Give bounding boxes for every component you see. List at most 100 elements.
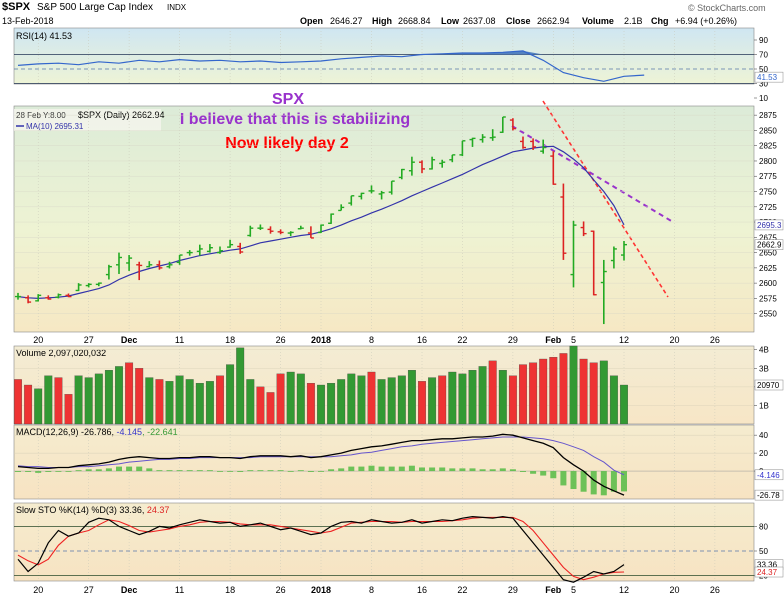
macd-histogram-bar [509,469,516,472]
x-axis-tick-label: 12 [619,335,629,345]
rsi-last-tag-box [754,71,784,83]
price-tick-label: 2800 [759,157,777,166]
macd-histogram-bar [105,468,112,472]
volume-value: 2.1B [624,16,643,26]
volume-bar [44,375,53,425]
x-axis-tick-label: 22 [457,335,467,345]
volume-bar [468,369,477,425]
rsi-tick-label: 90 [759,36,768,45]
volume-bar [539,358,548,425]
stockcharts-watermark: © StockCharts.com [688,3,766,13]
macd-histogram-bar [398,466,405,472]
macd-histogram-bar [116,466,122,472]
price-last-tag: 2695.3 [757,221,782,230]
macd-histogram-bar [368,465,375,472]
macd-histogram-bar [126,466,133,472]
price-legend-bg [14,109,161,131]
x-axis-tick-label: 26 [276,585,286,595]
macd-histogram-bar [560,471,567,486]
volume-bar [296,373,305,425]
symbol-label: $SPX [2,1,31,13]
macd-histogram-bar [257,470,264,472]
volume-bar [519,364,527,425]
macd-histogram-bar [600,471,607,496]
volume-bar [609,375,618,425]
rsi-last-tag: 41.53 [757,73,778,82]
stochastic-tick-label: 50 [759,547,768,556]
macd-histogram-bar [15,471,21,472]
index-name: S&P 500 Large Cap Index [37,2,153,13]
macd-histogram-bar [166,470,173,472]
macd-last-tag-box [754,489,784,501]
macd-tick-label: 40 [759,431,768,440]
rsi-overbought-fill [18,50,645,55]
macd-histogram-bar [388,466,395,472]
volume-tick-label: 1B [759,401,769,410]
stochastic-title: Slow STO %K(14) %D(3) 33.36, 24.37 [16,505,169,515]
macd-histogram-bar [550,471,557,479]
volume-bar [135,368,144,425]
x-axis-tick-label: 18 [225,335,235,345]
macd-histogram-bar [95,469,102,472]
x-axis-tick-label: 11 [175,335,184,345]
volume-bar [286,371,295,425]
volume-bar [478,366,487,425]
volume-bar [549,356,558,425]
x-axis-tick-label: 22 [457,585,467,595]
volume-title: Volume 2,097,020,032 [16,348,106,358]
volume-bar [529,362,538,425]
x-axis-tick-label: 27 [84,585,94,595]
macd-histogram-bar [439,467,446,472]
macd-histogram-bar [328,469,335,472]
volume-bar [458,373,467,425]
volume-last-tag: 20970 [757,381,780,390]
macd-histogram-bar [25,471,32,472]
price-tick-label: 2600 [759,279,777,288]
x-axis-tick-label: 20 [669,335,679,345]
macd-histogram-bar [227,471,234,472]
macd-histogram-bar [348,466,355,472]
macd-histogram-bar [277,470,284,472]
price-tick-label: 2825 [759,142,777,151]
macd-histogram-bar [156,470,163,472]
x-axis-tick-label: 29 [508,585,518,595]
macd-histogram-bar [267,470,274,472]
rsi-title: RSI(14) 41.53 [16,31,72,41]
price-last-tag: 2662.9 [757,241,782,250]
volume-bar [397,375,406,425]
volume-bar [14,379,22,425]
volume-bar [155,379,164,425]
macd-histogram-bar [75,470,82,472]
volume-bar [327,382,336,425]
macd-histogram-bar [580,471,587,492]
macd-histogram-bar [65,471,72,472]
volume-bar [125,362,134,425]
macd-histogram-bar [459,468,466,472]
open-value: 2646.27 [330,16,363,26]
macd-histogram-bar [469,468,476,472]
volume-bar [448,371,457,425]
volume-bar [599,360,608,425]
volume-bar [488,360,497,425]
volume-bar [428,377,437,425]
volume-bar [74,375,83,425]
low-value: 2637.08 [463,16,496,26]
volume-bar [34,388,43,425]
macd-histogram-bar [408,465,415,472]
x-axis-tick-label: 16 [417,585,427,595]
macd-histogram-bar [186,470,193,472]
volume-bar [579,358,588,425]
volume-bar [620,384,628,425]
macd-histogram-bar [307,471,314,472]
macd-line [17,433,625,496]
stochastic-title-main: Slow STO %K(14) %D(3) 33.36, [16,505,147,515]
x-axis-tick-label: Dec [121,585,138,595]
x-axis-tick-label: 2018 [311,335,331,345]
x-axis-tick-label: 20 [33,585,43,595]
stochastic-title-d: 24.37 [147,505,170,515]
volume-bar [195,382,204,425]
price-tick-label: 2675 [759,233,777,242]
macd-histogram-bar [358,466,365,472]
